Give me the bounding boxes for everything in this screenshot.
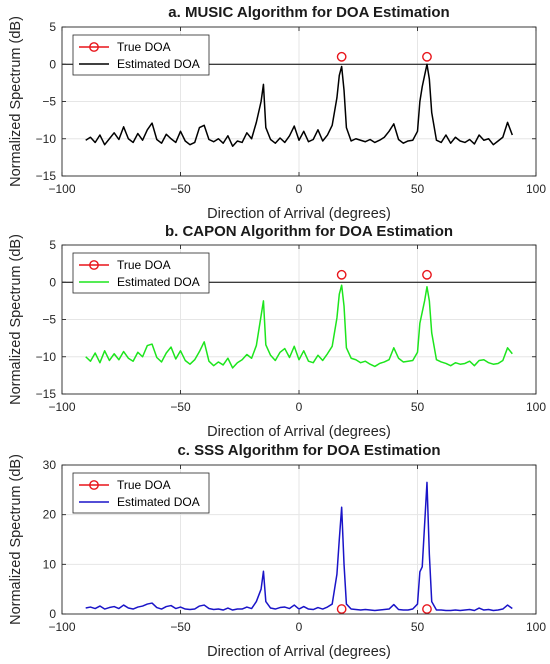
true-doa-marker	[336, 269, 347, 280]
x-tick-label: 0	[296, 182, 303, 196]
x-tick-label: 0	[296, 400, 303, 414]
y-tick-label: −5	[42, 95, 56, 109]
y-tick-label: −15	[36, 387, 57, 401]
legend-label: Estimated DOA	[117, 57, 200, 71]
chart-title: a. MUSIC Algorithm for DOA Estimation	[168, 4, 449, 21]
x-tick-label: −100	[48, 182, 75, 196]
true-doa-marker	[422, 604, 432, 614]
estimated-doa-line	[85, 481, 513, 612]
true-doa-marker	[336, 51, 347, 62]
estimated-doa-line	[85, 284, 513, 369]
x-tick-label: 100	[526, 182, 546, 196]
y-tick-label: −5	[42, 313, 56, 327]
chart-title: b. CAPON Algorithm for DOA Estimation	[165, 223, 453, 240]
x-tick-label: −100	[48, 400, 75, 414]
y-tick-label: 30	[43, 458, 57, 472]
true-doa-marker	[422, 51, 432, 62]
legend-marker	[89, 260, 99, 270]
legend-box	[72, 34, 210, 76]
true-doa-marker	[422, 269, 432, 280]
legend-label: True DOA	[117, 40, 171, 54]
x-tick-label: −50	[170, 400, 191, 414]
y-tick-label: −15	[36, 169, 57, 183]
y-tick-label: 5	[49, 20, 56, 34]
x-axis-label: Direction of Arrival (degrees)	[207, 644, 391, 660]
y-tick-label: 0	[49, 275, 56, 289]
x-tick-label: −100	[48, 620, 75, 634]
legend-label: Estimated DOA	[117, 275, 200, 289]
y-tick-label: 5	[49, 238, 56, 252]
y-tick-label: 10	[43, 557, 57, 571]
x-tick-label: 100	[526, 620, 546, 634]
y-tick-label: 0	[49, 607, 56, 621]
y-tick-label: 0	[49, 57, 56, 71]
chart-title: c. SSS Algorithm for DOA Estimation	[177, 442, 440, 459]
legend-label: Estimated DOA	[117, 495, 200, 509]
chart-panel: −100 −50 0 50 100 0 10 20 30 c. SSS Algorithm for…	[8, 442, 546, 660]
legend: True DOA Estimated DOA	[72, 252, 210, 294]
x-tick-label: 50	[411, 182, 425, 196]
x-tick-label: 0	[296, 620, 303, 634]
y-tick-label: −10	[36, 132, 57, 146]
x-axis-label: Direction of Arrival (degrees)	[207, 424, 391, 440]
y-tick-label: 20	[43, 508, 57, 522]
x-tick-label: −50	[170, 182, 191, 196]
legend-label: True DOA	[117, 478, 171, 492]
legend-label: True DOA	[117, 258, 171, 272]
legend-marker	[89, 42, 99, 52]
x-axis-label: Direction of Arrival (degrees)	[207, 206, 391, 222]
x-tick-label: 50	[411, 400, 425, 414]
y-axis-label: Normalized Spectrum (dB)	[8, 234, 24, 405]
legend: True DOA Estimated DOA	[72, 34, 210, 76]
y-axis-label: Normalized Spectrum (dB)	[8, 454, 24, 625]
y-axis-label: Normalized Spectrum (dB)	[8, 16, 24, 187]
x-tick-label: −50	[170, 620, 191, 634]
true-doa-marker	[336, 604, 347, 614]
y-tick-label: −10	[36, 350, 57, 364]
estimated-doa-line	[85, 63, 514, 147]
x-tick-label: 100	[526, 400, 546, 414]
legend-marker	[89, 480, 99, 490]
legend: True DOA Estimated DOA	[72, 472, 210, 514]
legend-box	[72, 252, 210, 294]
x-tick-label: 50	[411, 620, 425, 634]
legend-box	[72, 472, 210, 514]
